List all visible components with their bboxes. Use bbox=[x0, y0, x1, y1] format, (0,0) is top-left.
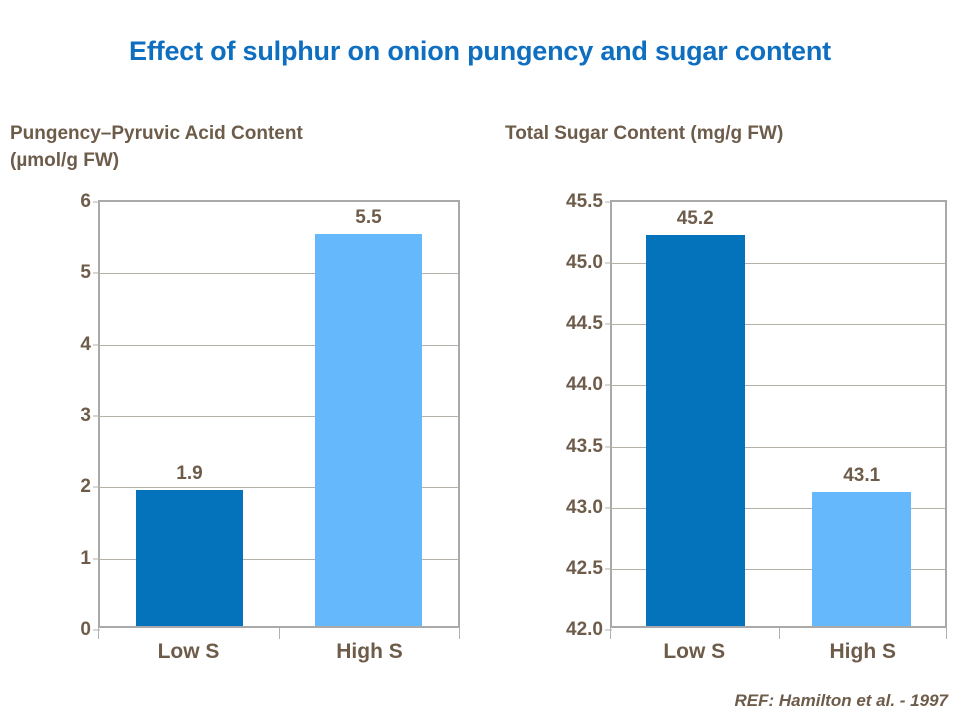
x-axis-label-high-s: High S bbox=[829, 640, 897, 663]
y-axis-tick-label: 5 bbox=[80, 262, 91, 284]
gridline bbox=[100, 416, 458, 417]
y-axis-tick-label: 42.5 bbox=[566, 557, 603, 579]
x-axis-pungency: Low S High S bbox=[98, 628, 460, 670]
bar-value-label: 1.9 bbox=[176, 463, 203, 485]
bar-value-label: 43.1 bbox=[843, 464, 881, 486]
y-axis-tick-mark bbox=[605, 629, 612, 631]
x-axis-label-high-s: High S bbox=[336, 640, 403, 663]
x-axis-separator bbox=[279, 628, 280, 639]
x-axis-separator bbox=[610, 628, 611, 639]
y-axis-tick-label: 45.0 bbox=[566, 252, 603, 274]
y-axis-tick-label: 44.5 bbox=[566, 313, 603, 335]
bar-chart-pungency: 0 1 2 3 4 5 6 1.9 5.5 Low S High S bbox=[80, 191, 460, 663]
y-axis-tick-label: 43.5 bbox=[566, 435, 603, 457]
y-axis-tick-label: 2 bbox=[80, 476, 91, 498]
gridline bbox=[612, 324, 945, 326]
bar-value-label: 45.2 bbox=[676, 207, 714, 229]
x-axis-label-low-s: Low S bbox=[663, 640, 726, 663]
y-axis-tick-mark bbox=[93, 415, 100, 417]
y-axis-tick-mark bbox=[93, 344, 100, 346]
y-axis-tick-mark bbox=[605, 507, 612, 509]
gridline bbox=[100, 273, 458, 275]
y-axis-tick-label: 0 bbox=[80, 619, 91, 640]
gridline bbox=[612, 385, 945, 387]
chart-title-total-sugar: Total Sugar Content (mg/g FW) bbox=[505, 123, 784, 144]
y-axis-tick-mark bbox=[93, 272, 100, 274]
y-axis-tick-mark bbox=[605, 323, 612, 325]
y-axis-tick-mark bbox=[93, 201, 100, 203]
plot-area-pungency: 0 1 2 3 4 5 6 1.9 5.5 bbox=[80, 191, 460, 640]
chart-panel-pungency: Pungency–Pyruvic Acid Content (µmol/g FW… bbox=[10, 120, 470, 663]
x-axis-separator bbox=[459, 628, 460, 639]
gridline bbox=[612, 507, 945, 509]
bar-chart-total-sugar: 42.0 42.5 43.0 43.5 44.0 44.5 45.0 45.5 45.2 43.1… bbox=[566, 191, 947, 663]
bar-high-s[interactable]: 5.5 bbox=[315, 207, 422, 626]
gridline bbox=[612, 446, 945, 448]
y-axis-tick-label: 4 bbox=[80, 333, 91, 355]
gridline bbox=[612, 568, 945, 570]
y-axis-tick-mark bbox=[605, 446, 612, 448]
bar-value-label: 5.5 bbox=[355, 206, 382, 228]
y-axis-tick-mark bbox=[605, 201, 612, 203]
plot-area-total-sugar: 42.0 42.5 43.0 43.5 44.0 44.5 45.0 45.5 45.2 43.1 bbox=[566, 191, 947, 640]
y-axis-tick-label: 3 bbox=[80, 405, 91, 426]
reference-note: REF: Hamilton et al. - 1997 bbox=[734, 691, 949, 710]
x-axis-separator bbox=[778, 628, 780, 639]
gridline bbox=[100, 344, 458, 346]
gridline bbox=[100, 487, 458, 489]
gridline bbox=[612, 263, 945, 265]
y-axis-tick-label: 6 bbox=[80, 191, 91, 212]
x-axis-total-sugar: Low S High S bbox=[610, 628, 947, 670]
bar-low-s[interactable]: 1.9 bbox=[136, 463, 243, 626]
y-axis-tick-label: 44.0 bbox=[566, 374, 603, 396]
y-axis-tick-label: 1 bbox=[80, 547, 91, 569]
y-axis-tick-mark bbox=[93, 486, 100, 488]
bar-high-s[interactable]: 43.1 bbox=[812, 465, 912, 626]
y-axis-tick-label: 45.5 bbox=[566, 191, 603, 212]
y-axis-tick-mark bbox=[605, 384, 612, 386]
y-axis-tick-label: 43.0 bbox=[566, 496, 603, 518]
y-axis-tick-label: 42.0 bbox=[566, 619, 603, 640]
y-axis-tick-mark bbox=[93, 629, 100, 631]
y-axis-tick-mark bbox=[605, 568, 612, 570]
y-axis-tick-mark bbox=[93, 558, 100, 560]
x-axis-label-low-s: Low S bbox=[157, 640, 220, 663]
y-axis-tick-mark bbox=[605, 262, 612, 264]
page-title: Effect of sulphur on onion pungency and … bbox=[129, 36, 831, 66]
bar-low-s[interactable]: 45.2 bbox=[645, 208, 745, 626]
chart-panel-total-sugar: Total Sugar Content (mg/g FW) 42.0 42.5 43… bbox=[505, 120, 955, 663]
chart-title-pungency: Pungency–Pyruvic Acid Content (µmol/g FW… bbox=[10, 123, 303, 171]
x-axis-separator bbox=[946, 628, 947, 639]
gridline bbox=[100, 558, 458, 560]
x-axis-separator bbox=[98, 628, 99, 639]
